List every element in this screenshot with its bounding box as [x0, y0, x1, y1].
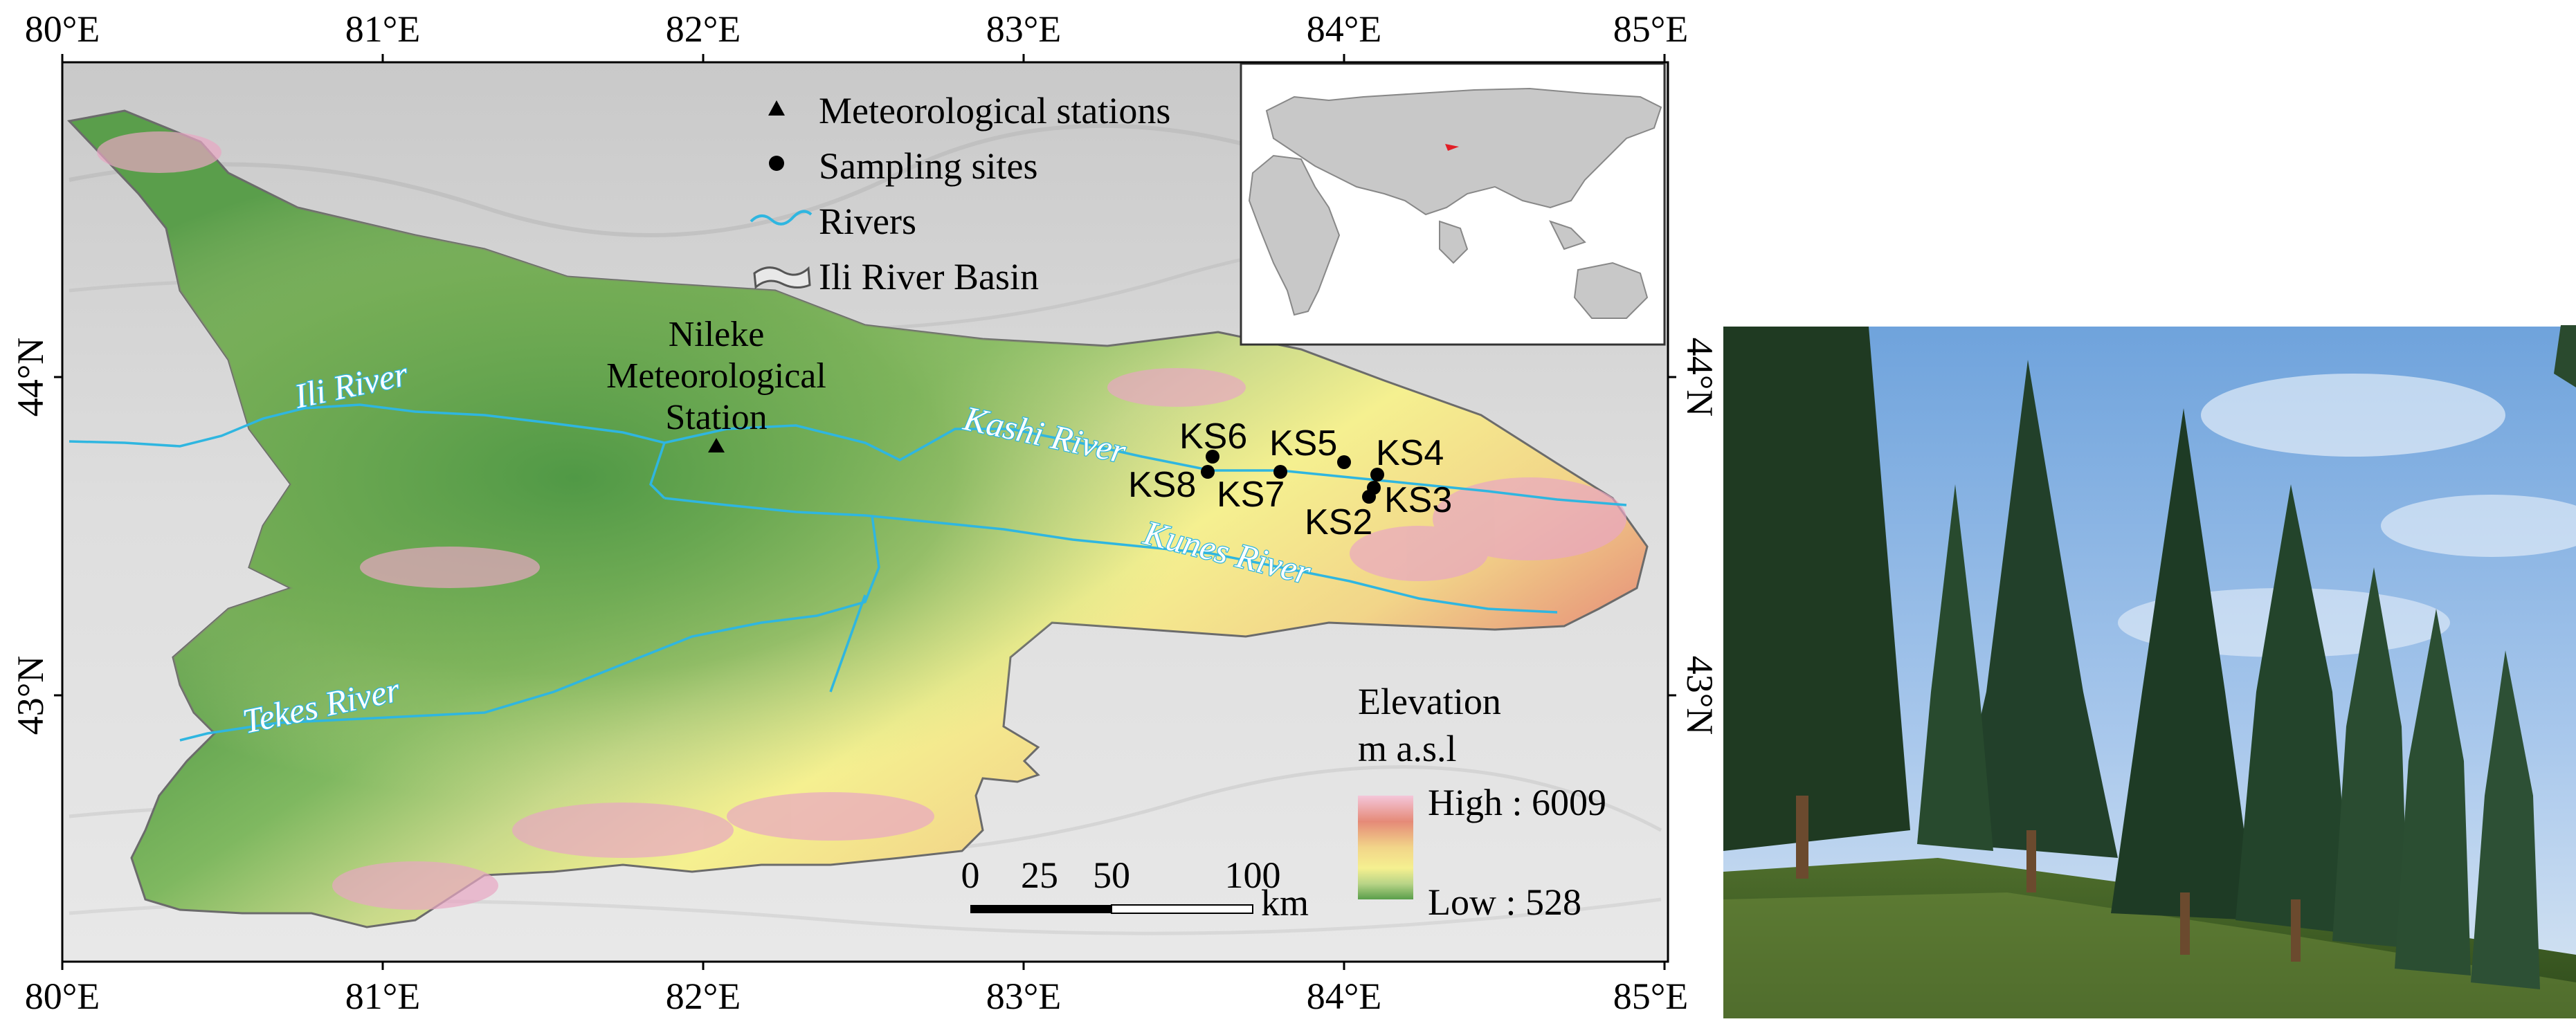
elevation-legend: Elevation m a.s.l High : 6009 Low : 528: [1358, 681, 1606, 923]
lowland-green-overlay: [69, 111, 1647, 927]
site-label-ks2: KS2: [1305, 502, 1372, 542]
inset-continents: [1248, 87, 1662, 319]
inset-study-area-marker: [1445, 144, 1459, 151]
site-label-ks5: KS5: [1269, 423, 1337, 464]
ili-river-line: [69, 403, 665, 448]
lon-tick-top-81: 81°E: [345, 8, 421, 50]
mountain-ridges: [97, 131, 1626, 910]
legend-dot-icon: [769, 156, 784, 171]
rivers: [69, 403, 1627, 742]
site-ks6-dot: [1206, 450, 1219, 464]
lon-tick-top-84: 84°E: [1307, 8, 1382, 50]
elevation-title-line2: m a.s.l: [1358, 728, 1457, 769]
forest-photo: [1723, 325, 2576, 1018]
map-panel: Ili River Kashi River Kunes River Tekes …: [10, 8, 1721, 1017]
site-ks2-dot: [1362, 490, 1376, 504]
site-ks8-dot: [1201, 465, 1215, 479]
lat-tick-right-44: 44°N: [1679, 338, 1721, 417]
legend-meteo-label: Meteorological stations: [819, 90, 1170, 131]
site-ks4-dot: [1370, 468, 1384, 482]
scale-bar-white: [1111, 904, 1253, 914]
lon-tick-bottom-80: 80°E: [25, 976, 100, 1017]
lon-tick-top-82: 82°E: [666, 8, 741, 50]
scale-bar-black: [970, 905, 1112, 913]
map-legend: Meteorological stations Sampling sites R…: [750, 90, 1170, 297]
lat-tick-left-43: 43°N: [10, 656, 51, 735]
legend-basin-label: Ili River Basin: [819, 256, 1039, 297]
lat-tick-left-44: 44°N: [10, 338, 51, 417]
legend-sites-label: Sampling sites: [819, 145, 1038, 187]
lon-tick-bottom-83: 83°E: [986, 976, 1062, 1017]
kunes-river-line: [664, 497, 1558, 614]
inset-world-map: [1240, 62, 1666, 346]
nileke-station-marker: [708, 438, 725, 452]
scale-label-25: 25: [1021, 854, 1058, 896]
site-ks5-dot: [1337, 455, 1351, 469]
lon-tick-bottom-85: 85°E: [1613, 976, 1689, 1017]
scale-label-100: 100: [1225, 854, 1281, 896]
scale-label-50: 50: [1093, 854, 1130, 896]
lon-tick-top-80: 80°E: [25, 8, 100, 50]
lon-tick-bottom-81: 81°E: [345, 976, 421, 1017]
lon-tick-top-85: 85°E: [1613, 8, 1689, 50]
station-label-line1: Nileke: [669, 315, 765, 354]
spruce-trees: [1723, 325, 2576, 989]
scale-bar: 0 25 50 100 km: [961, 854, 1309, 924]
lon-tick-bottom-84: 84°E: [1307, 976, 1382, 1017]
legend-basin-icon: [753, 266, 811, 289]
lon-tick-top-83: 83°E: [986, 8, 1062, 50]
legend-rivers-label: Rivers: [819, 201, 916, 242]
legend-river-icon: [750, 210, 813, 226]
elevation-title-line1: Elevation: [1358, 681, 1501, 722]
site-label-ks6: KS6: [1179, 416, 1247, 457]
lat-tick-right-43: 43°N: [1679, 656, 1721, 735]
elevation-low-label: Low : 528: [1428, 881, 1581, 923]
site-label-ks3: KS3: [1384, 480, 1452, 520]
scale-unit: km: [1261, 882, 1309, 924]
scale-label-0: 0: [961, 854, 980, 896]
tick-marks: [54, 54, 1676, 970]
elevation-color-bar: [1358, 796, 1413, 899]
site-label-ks4: KS4: [1376, 433, 1444, 473]
site-ks7-dot: [1273, 465, 1287, 479]
station-label-line3: Station: [665, 398, 767, 437]
sampling-sites: [1201, 450, 1384, 504]
map-border: [61, 61, 1669, 963]
station-label-line2: Meteorological: [606, 356, 826, 396]
site-label-ks7: KS7: [1217, 475, 1285, 515]
kashi-river-line: [664, 424, 1627, 506]
site-label-ks8: KS8: [1128, 465, 1196, 505]
tekes-river-line: [179, 515, 880, 742]
elevation-high-label: High : 6009: [1428, 782, 1606, 823]
legend-triangle-icon: [768, 100, 785, 116]
lon-tick-bottom-82: 82°E: [666, 976, 741, 1017]
